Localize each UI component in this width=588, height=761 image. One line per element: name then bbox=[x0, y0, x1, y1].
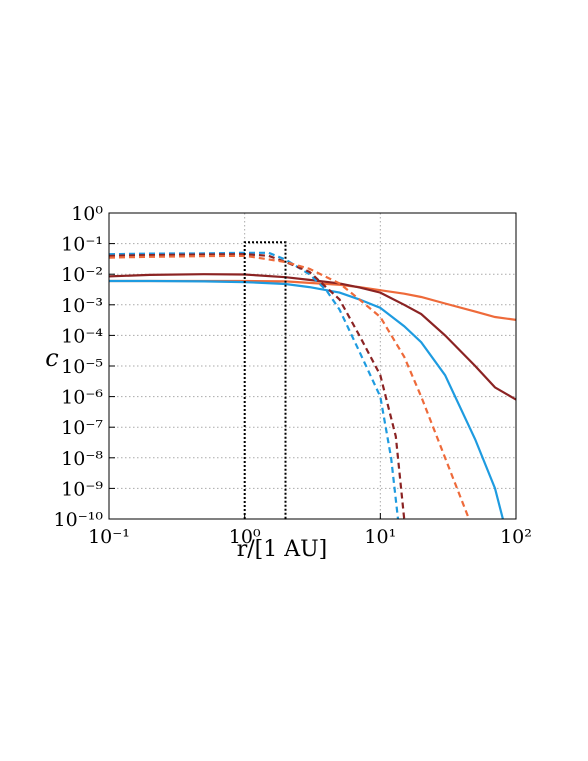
y-tick-label: 10⁻¹⁰ bbox=[54, 509, 104, 531]
y-tick-label: 10⁻⁶ bbox=[61, 387, 103, 409]
y-tick-label: 10⁻³ bbox=[61, 295, 103, 317]
y-tick-label: 10⁻⁴ bbox=[61, 325, 103, 347]
x-tick-label: 10¹ bbox=[364, 526, 396, 548]
x-tick-label: 10⁰ bbox=[229, 526, 261, 548]
line-series bbox=[109, 254, 471, 519]
plot-area bbox=[109, 241, 516, 519]
y-tick-label: 10⁰ bbox=[71, 203, 103, 225]
x-tick-label: 10² bbox=[500, 526, 532, 548]
y-tick-label: 10⁻⁹ bbox=[61, 478, 103, 500]
y-tick-label: 10⁻¹ bbox=[61, 234, 103, 256]
y-tick-label: 10⁻⁸ bbox=[61, 448, 103, 470]
line-series bbox=[243, 241, 287, 519]
line-series bbox=[109, 273, 516, 401]
line-series bbox=[109, 251, 400, 519]
line-series bbox=[109, 279, 504, 519]
y-tick-label: 10⁻⁵ bbox=[61, 356, 103, 378]
x-tick-label: 10⁻¹ bbox=[88, 526, 130, 548]
y-tick-label: 10⁻² bbox=[61, 264, 103, 286]
x-axis-label: r/[1 AU] bbox=[237, 537, 328, 562]
y-axis-label: c bbox=[45, 344, 58, 372]
y-tick-label: 10⁻⁷ bbox=[61, 417, 103, 439]
plot-frame bbox=[108, 212, 517, 520]
line-series bbox=[109, 253, 406, 519]
